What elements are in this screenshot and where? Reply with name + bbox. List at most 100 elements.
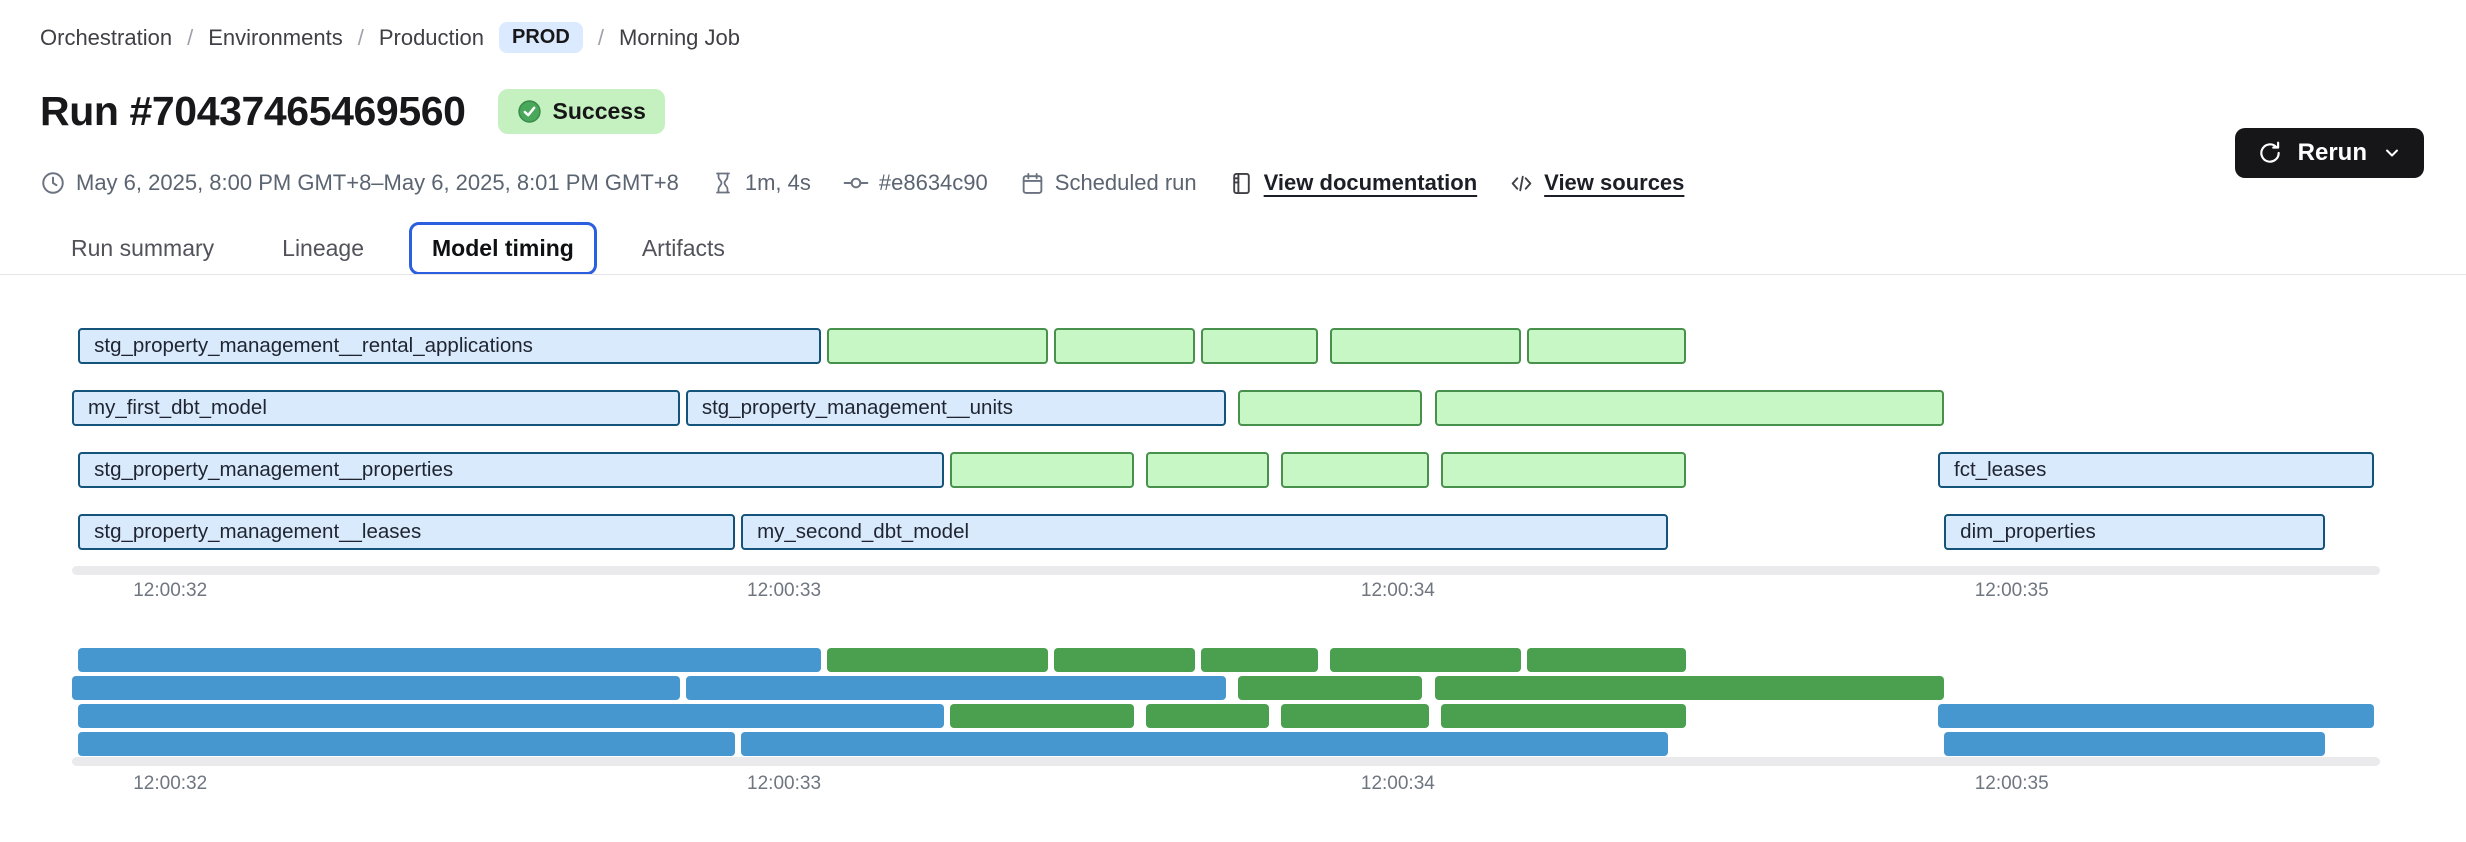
minimap-bar	[741, 732, 1668, 756]
clock-icon	[42, 172, 64, 194]
minimap-bar	[1146, 704, 1269, 728]
gantt-scrollbar[interactable]	[72, 566, 2380, 575]
axis-tick-label: 12:00:32	[133, 580, 208, 601]
axis-tick-label: 12:00:33	[747, 580, 822, 601]
gantt-bar[interactable]	[1054, 328, 1196, 364]
run-metadata-row: May 6, 2025, 8:00 PM GMT+8–May 6, 2025, …	[40, 170, 1684, 196]
tab-lineage[interactable]: Lineage	[282, 235, 365, 261]
minimap-bar	[1330, 648, 1521, 672]
chevron-down-icon[interactable]	[2382, 143, 2402, 163]
run-trigger-label: Scheduled run	[1054, 170, 1197, 195]
refresh-icon	[2259, 141, 2280, 163]
rerun-button[interactable]: Rerun	[2234, 128, 2424, 178]
breadcrumb-separator: /	[187, 24, 194, 50]
page-title: Run #70437465469560	[40, 88, 466, 134]
run-trigger: Scheduled run	[1020, 170, 1197, 196]
gantt-bar[interactable]	[949, 452, 1134, 488]
view-sources-label: View sources	[1544, 170, 1685, 195]
gantt-bar[interactable]	[1201, 328, 1319, 364]
minimap-bar	[1434, 676, 1945, 700]
gantt-bar-label: stg_property_management__properties	[94, 458, 454, 481]
minimap-row	[72, 648, 2380, 672]
gantt-bar-label: fct_leases	[1954, 458, 2047, 481]
breadcrumb-separator: /	[597, 24, 604, 50]
gantt-bar[interactable]: my_first_dbt_model	[72, 390, 680, 426]
gantt-bar[interactable]	[827, 328, 1048, 364]
document-icon	[1232, 172, 1250, 194]
view-documentation-label: View documentation	[1263, 170, 1478, 195]
breadcrumb-separator: /	[357, 24, 364, 50]
gantt-bar-label: dim_properties	[1960, 520, 2096, 543]
gantt-bar[interactable]	[1434, 390, 1945, 426]
gantt-bar[interactable]	[1281, 452, 1429, 488]
axis-tick-label: 12:00:35	[1974, 580, 2049, 601]
run-time-range: May 6, 2025, 8:00 PM GMT+8–May 6, 2025, …	[40, 170, 679, 196]
run-tabs: Run summary Lineage Model timing Artifac…	[48, 222, 748, 275]
gantt-bar[interactable]: dim_properties	[1944, 514, 2325, 550]
minimap-bar	[1054, 648, 1196, 672]
minimap-bar	[1938, 704, 2374, 728]
view-documentation-link[interactable]: View documentation	[1229, 170, 1478, 196]
breadcrumb-item-orchestration[interactable]: Orchestration	[40, 24, 173, 50]
calendar-icon	[1022, 172, 1043, 194]
minimap-row	[72, 676, 2380, 700]
tab-run-summary[interactable]: Run summary	[71, 235, 215, 261]
gantt-bar[interactable]	[1238, 390, 1423, 426]
gantt-bar[interactable]	[1330, 328, 1521, 364]
gantt-bar[interactable]: my_second_dbt_model	[741, 514, 1668, 550]
minimap-bar	[1281, 704, 1429, 728]
minimap-bar	[1526, 648, 1687, 672]
title-row: Run #70437465469560 Success	[40, 88, 665, 135]
gantt-bar[interactable]	[1526, 328, 1687, 364]
minimap-time-axis: 12:00:32 12:00:33 12:00:34 12:00:35	[72, 773, 2380, 797]
minimap-bar	[1440, 704, 1687, 728]
model-timing-gantt: stg_property_management__rental_applicat…	[72, 328, 2380, 550]
status-label: Success	[552, 98, 646, 124]
gantt-bar-label: stg_property_management__leases	[94, 520, 422, 543]
axis-tick-label: 12:00:34	[1360, 580, 1435, 601]
axis-tick-label: 12:00:34	[1360, 773, 1435, 794]
commit-icon	[843, 177, 869, 189]
breadcrumb-item-environments[interactable]: Environments	[208, 24, 343, 50]
breadcrumb-item-production[interactable]: Production	[378, 24, 485, 50]
minimap-row	[72, 704, 2380, 728]
gantt-bar-label: my_first_dbt_model	[88, 396, 267, 419]
gantt-bar-label: my_second_dbt_model	[757, 520, 970, 543]
view-sources-link[interactable]: View sources	[1509, 170, 1684, 196]
minimap-bar	[949, 704, 1134, 728]
axis-tick-label: 12:00:33	[747, 773, 822, 794]
gantt-time-axis: 12:00:32 12:00:33 12:00:34 12:00:35	[72, 580, 2380, 604]
model-timing-minimap[interactable]	[72, 648, 2380, 756]
gantt-row: stg_property_management__rental_applicat…	[72, 328, 2380, 364]
minimap-bar	[1238, 676, 1423, 700]
minimap-bar	[78, 704, 944, 728]
minimap-scrollbar[interactable]	[72, 757, 2380, 766]
gantt-bar[interactable]	[1146, 452, 1269, 488]
gantt-bar[interactable]: stg_property_management__properties	[78, 452, 944, 488]
breadcrumb: Orchestration / Environments / Productio…	[40, 22, 740, 53]
status-badge: Success	[497, 89, 665, 134]
gantt-bar[interactable]: fct_leases	[1938, 452, 2374, 488]
gantt-bar[interactable]: stg_property_management__rental_applicat…	[78, 328, 821, 364]
axis-tick-label: 12:00:32	[133, 773, 208, 794]
rerun-label: Rerun	[2297, 139, 2367, 166]
minimap-bar	[78, 648, 821, 672]
gantt-bar[interactable]	[1440, 452, 1687, 488]
tab-model-timing[interactable]: Model timing	[409, 222, 597, 275]
hourglass-icon	[715, 172, 730, 194]
breadcrumb-item-morning-job[interactable]: Morning Job	[618, 24, 741, 50]
gantt-row: stg_property_management__leases my_second…	[72, 514, 2380, 550]
tab-artifacts[interactable]: Artifacts	[641, 235, 725, 261]
tabs-divider	[0, 274, 2466, 275]
run-duration-label: 1m, 4s	[744, 170, 811, 195]
gantt-row: stg_property_management__properties fct_l…	[72, 452, 2380, 488]
commit-hash-label: #e8634c90	[878, 170, 988, 195]
gantt-bar[interactable]: stg_property_management__leases	[78, 514, 735, 550]
axis-tick-label: 12:00:35	[1974, 773, 2049, 794]
check-circle-icon	[517, 100, 541, 123]
environment-badge: PROD	[499, 22, 583, 53]
run-duration: 1m, 4s	[711, 170, 811, 196]
gantt-bar[interactable]: stg_property_management__units	[685, 390, 1226, 426]
gantt-bar-label: stg_property_management__rental_applicat…	[94, 334, 533, 357]
